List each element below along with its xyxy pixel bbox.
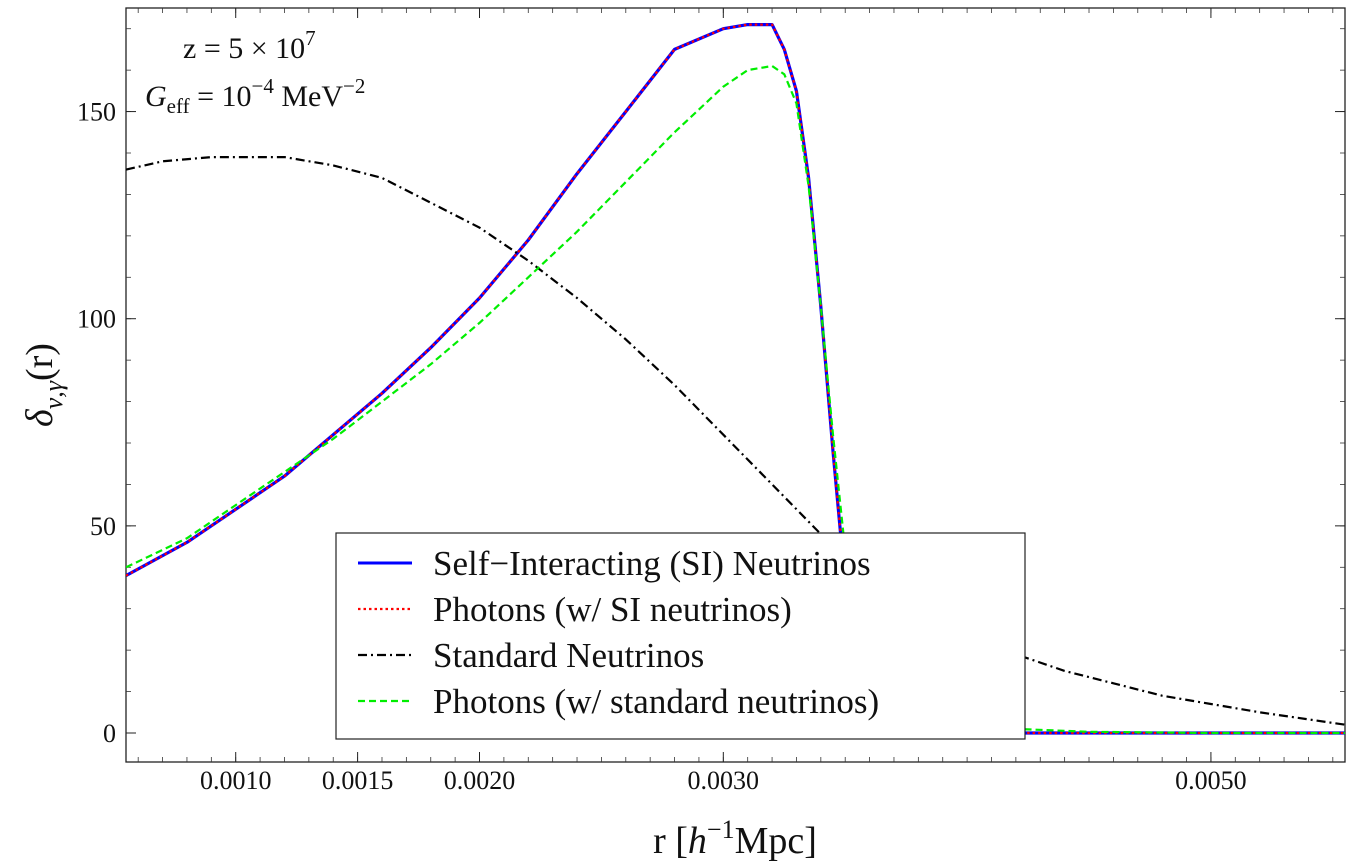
- legend-label-4: Photons (w/ standard neutrinos): [433, 682, 879, 721]
- legend-label-3: Standard Neutrinos: [433, 636, 704, 675]
- y-axis-title: δν,γ(r): [19, 343, 68, 427]
- series-line-3: [126, 156, 1345, 726]
- x-tick-label: 0.0010: [200, 766, 272, 795]
- legend-label-1: Self−Interacting (SI) Neutrinos: [433, 544, 871, 583]
- y-tick-label: 50: [90, 512, 116, 541]
- x-tick-label: 0.0030: [688, 766, 760, 795]
- series-line-2: [126, 23, 1345, 735]
- y-tick-label: 100: [77, 305, 116, 334]
- x-tick-label: 0.0020: [444, 766, 516, 795]
- annotation-redshift: z = 5 × 107: [183, 26, 316, 65]
- x-tick-label: 0.0015: [322, 766, 394, 795]
- axis-tick-labels: 0.0010 0.0015 0.0020 0.0030 0.0050 0 50 100 150: [77, 98, 1247, 795]
- legend-label-2: Photons (w/ SI neutrinos): [433, 590, 792, 629]
- annotation-coupling: Geff = 10−4 MeV−2: [145, 74, 365, 118]
- x-tick-label: 0.0050: [1175, 766, 1247, 795]
- y-tick-label: 0: [103, 719, 116, 748]
- y-tick-label: 150: [77, 98, 116, 127]
- legend-box: [335, 532, 1026, 740]
- plot-frame: [125, 7, 1346, 763]
- x-axis-title: r [h−1Mpc]: [653, 815, 817, 862]
- legend: Self−Interacting (SI) Neutrinos Photons (…: [335, 532, 1026, 740]
